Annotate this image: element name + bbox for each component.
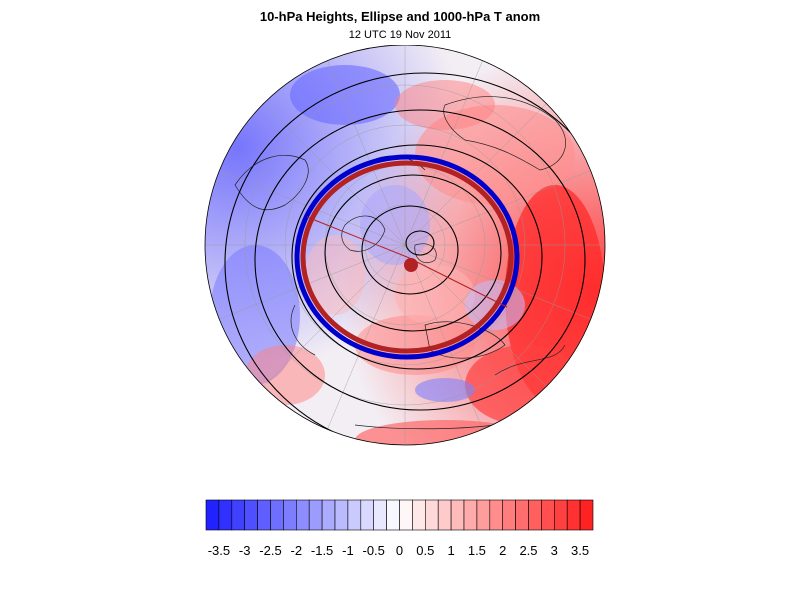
- colorbar-bin: [296, 499, 310, 531]
- colorbar-tick-label: -2.5: [259, 543, 282, 558]
- colorbar-tick-label: -1: [342, 543, 354, 558]
- colorbar-bin: [399, 499, 413, 531]
- colorbar-tick-label: -1.5: [310, 543, 334, 558]
- colorbar-bin: [566, 499, 581, 531]
- colorbar-bin: [463, 499, 478, 531]
- colorbar-bin: [308, 499, 323, 531]
- chart-subtitle: 12 UTC 19 Nov 2011: [348, 29, 452, 41]
- colorbar-bin: [244, 499, 258, 531]
- colorbar-bin: [412, 499, 426, 531]
- graticule: [205, 45, 605, 445]
- colorbar-tick-label: 3.5: [571, 543, 590, 558]
- colorbar-bin: [515, 499, 529, 531]
- colorbar-bin: [257, 499, 271, 531]
- colorbar-tick-label: 2.5: [519, 543, 538, 558]
- colorbar-tick-label: 2: [499, 543, 507, 558]
- colorbar: [205, 499, 594, 531]
- colorbar-bin: [476, 499, 491, 531]
- colorbar-tick-label: -3.5: [207, 543, 231, 558]
- colorbar-bin: [270, 499, 284, 531]
- colorbar-bin: [541, 499, 555, 531]
- colorbar-bin: [334, 499, 349, 531]
- colorbar-bin: [437, 499, 452, 531]
- colorbar-bin: [218, 499, 233, 531]
- colorbar-bin: [231, 499, 245, 531]
- ellipse-centroid: [404, 258, 418, 272]
- colorbar-tick-label: 3: [550, 543, 558, 558]
- colorbar-bin: [321, 499, 336, 531]
- coastlines: [234, 96, 566, 430]
- colorbar-bin: [502, 499, 516, 531]
- colorbar-bin: [553, 499, 568, 531]
- chart-title: 10-hPa Heights, Ellipse and 1000-hPa T a…: [259, 9, 541, 24]
- colorbar-bin: [450, 499, 465, 531]
- polar-map: [204, 45, 606, 446]
- colorbar-tick-label: -3: [238, 543, 251, 558]
- colorbar-bin: [347, 499, 362, 531]
- colorbar-bin: [283, 499, 297, 531]
- colorbar-tick-label: 0: [395, 543, 404, 558]
- colorbar-bin: [579, 499, 594, 531]
- colorbar-bin: [360, 499, 375, 531]
- colorbar-bin: [489, 499, 503, 531]
- colorbar-bin: [386, 499, 400, 531]
- colorbar-tick-label: -0.5: [362, 543, 385, 558]
- map-border: [204, 45, 606, 446]
- colorbar-tick-label: 1: [447, 543, 455, 558]
- height-contours: [224, 72, 605, 445]
- colorbar-tick-label: 1.5: [467, 543, 486, 558]
- colorbar-tick-label: -2: [290, 543, 303, 558]
- colorbar-bin: [373, 499, 387, 531]
- vortex-ellipse: [294, 154, 520, 360]
- colorbar-tick-label: 0.5: [416, 543, 435, 558]
- colorbar-bin: [205, 499, 220, 531]
- colorbar-tick-labels: -3.5 -3 -2.5 -2 -1.5 -1 -0.5 0 0.5 1 1.5 2 2.5 3 3.5: [0, 543, 800, 563]
- colorbar-bin: [528, 499, 542, 531]
- colorbar-bin: [425, 499, 439, 531]
